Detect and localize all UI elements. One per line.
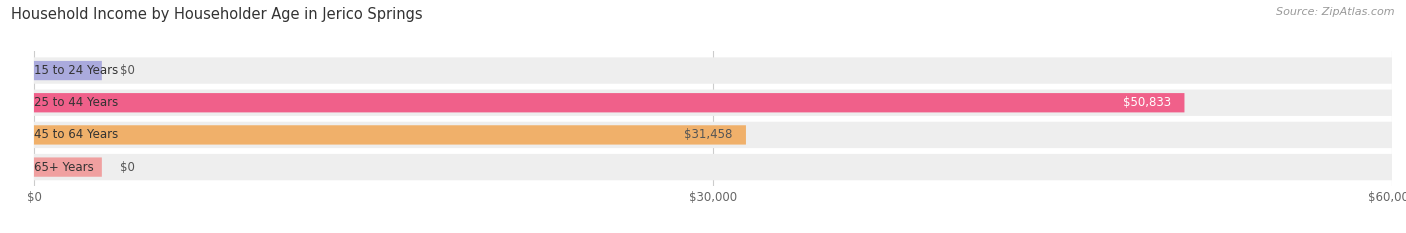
Text: 65+ Years: 65+ Years <box>34 161 94 174</box>
FancyBboxPatch shape <box>34 57 1392 84</box>
Text: $50,833: $50,833 <box>1123 96 1171 109</box>
Text: $31,458: $31,458 <box>683 128 733 141</box>
FancyBboxPatch shape <box>34 93 1184 112</box>
FancyBboxPatch shape <box>34 158 101 177</box>
FancyBboxPatch shape <box>34 122 1392 148</box>
Text: 45 to 64 Years: 45 to 64 Years <box>34 128 118 141</box>
FancyBboxPatch shape <box>34 89 1392 116</box>
FancyBboxPatch shape <box>34 61 101 80</box>
Text: Household Income by Householder Age in Jerico Springs: Household Income by Householder Age in J… <box>11 7 423 22</box>
Text: $0: $0 <box>120 64 135 77</box>
Text: 15 to 24 Years: 15 to 24 Years <box>34 64 118 77</box>
FancyBboxPatch shape <box>34 154 1392 180</box>
Text: Source: ZipAtlas.com: Source: ZipAtlas.com <box>1277 7 1395 17</box>
FancyBboxPatch shape <box>34 125 747 144</box>
Text: 25 to 44 Years: 25 to 44 Years <box>34 96 118 109</box>
Text: $0: $0 <box>120 161 135 174</box>
